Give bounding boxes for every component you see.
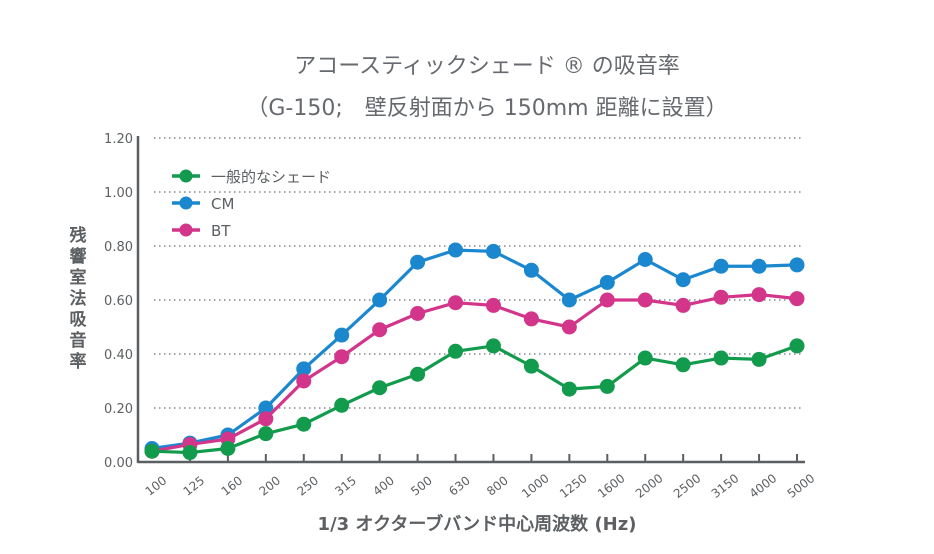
data-point — [296, 416, 312, 432]
data-point — [713, 289, 729, 305]
y-tick-label: 0.00 — [104, 456, 133, 471]
data-point — [410, 254, 426, 270]
data-point — [713, 258, 729, 274]
y-tick-label: 0.40 — [104, 348, 133, 363]
data-point — [296, 361, 312, 377]
data-point — [410, 306, 426, 321]
data-point — [751, 351, 767, 367]
data-point — [485, 338, 501, 354]
x-tick-labels: 100 125 160 200 250 315 400 500 630 800 1000 1250 16… — [143, 471, 818, 501]
series-line — [151, 293, 798, 453]
data-point — [561, 319, 577, 335]
x-tick-label: 100 — [143, 473, 170, 498]
data-point — [448, 295, 464, 311]
data-point — [523, 311, 539, 327]
data-point — [675, 357, 691, 373]
data-point — [599, 378, 615, 394]
legend-label: 一般的なシェード — [211, 168, 331, 186]
chart-subtitle: （G-150; 壁反射面から 150mm 距離に設置） — [246, 96, 728, 121]
x-tick-label: 200 — [256, 473, 283, 498]
data-point — [220, 441, 236, 456]
y-tick-label: 0.20 — [104, 402, 133, 417]
data-point — [751, 287, 767, 303]
data-point — [372, 380, 388, 396]
data-point — [523, 262, 539, 278]
data-point — [713, 350, 729, 366]
data-point — [561, 292, 577, 308]
chart-title: アコースティックシェード ® の吸音率 — [294, 54, 680, 79]
x-tick-label: 800 — [484, 473, 511, 498]
y-tick-label: 1.20 — [104, 132, 133, 147]
x-tick-label: 400 — [370, 473, 397, 498]
data-point — [485, 297, 501, 313]
data-point — [599, 274, 615, 290]
data-point — [561, 381, 577, 397]
data-point — [258, 400, 274, 416]
legend-marker — [179, 223, 193, 237]
y-tick-label: 0.80 — [104, 240, 133, 255]
y-tick-label: 0.60 — [104, 294, 133, 309]
x-tick-label: 1000 — [519, 471, 552, 501]
x-tick-label: 2500 — [671, 471, 704, 501]
legend-marker — [179, 196, 193, 210]
series-line — [151, 344, 798, 455]
data-point — [448, 242, 464, 258]
data-point — [144, 443, 160, 459]
axes — [136, 136, 805, 464]
x-axis-label: 1/3 オクターブバンド中心周波数 (Hz) — [317, 514, 637, 535]
data-point — [789, 291, 805, 307]
data-point — [296, 373, 312, 389]
data-point — [675, 272, 691, 288]
series-group — [144, 242, 805, 461]
data-point — [637, 292, 653, 308]
data-point — [258, 411, 274, 427]
x-tick-label: 250 — [294, 473, 321, 498]
series-0 — [144, 338, 805, 461]
data-point — [258, 426, 274, 442]
data-point — [448, 343, 464, 359]
y-tick-labels: 0.00 0.20 0.40 0.60 0.80 1.00 1.20 — [104, 132, 133, 471]
x-tick-label: 315 — [332, 473, 359, 498]
data-point — [637, 252, 653, 267]
data-point — [599, 292, 615, 308]
x-tick-label: 3150 — [709, 471, 742, 501]
y-tick-label: 1.00 — [104, 186, 133, 201]
legend-label: BT — [211, 222, 231, 240]
data-point — [334, 327, 350, 343]
x-tick-label: 1600 — [595, 471, 628, 501]
x-tick-label: 1250 — [557, 471, 590, 501]
series-2 — [144, 287, 805, 459]
data-point — [410, 366, 426, 382]
data-point — [334, 349, 350, 365]
y-axis-label: 残響室法吸音率 — [69, 226, 87, 372]
data-point — [485, 243, 501, 259]
x-tick-label: 125 — [181, 473, 208, 498]
x-tick-label: 500 — [408, 473, 435, 498]
data-point — [372, 292, 388, 308]
data-point — [182, 445, 198, 461]
data-point — [789, 257, 805, 273]
legend-marker — [179, 169, 193, 183]
legend: 一般的なシェード CM BT — [172, 168, 331, 240]
data-point — [675, 297, 691, 313]
x-tick-label: 5000 — [785, 471, 818, 501]
x-tick-label: 4000 — [747, 471, 780, 501]
data-point — [523, 358, 539, 374]
x-tick-label: 2000 — [633, 471, 666, 501]
data-point — [334, 397, 350, 413]
legend-label: CM — [211, 195, 234, 213]
data-point — [789, 338, 805, 354]
data-point — [372, 322, 388, 338]
x-tick-label: 630 — [446, 473, 473, 498]
data-point — [637, 350, 653, 366]
data-point — [751, 258, 767, 274]
x-tick-label: 160 — [219, 473, 246, 498]
